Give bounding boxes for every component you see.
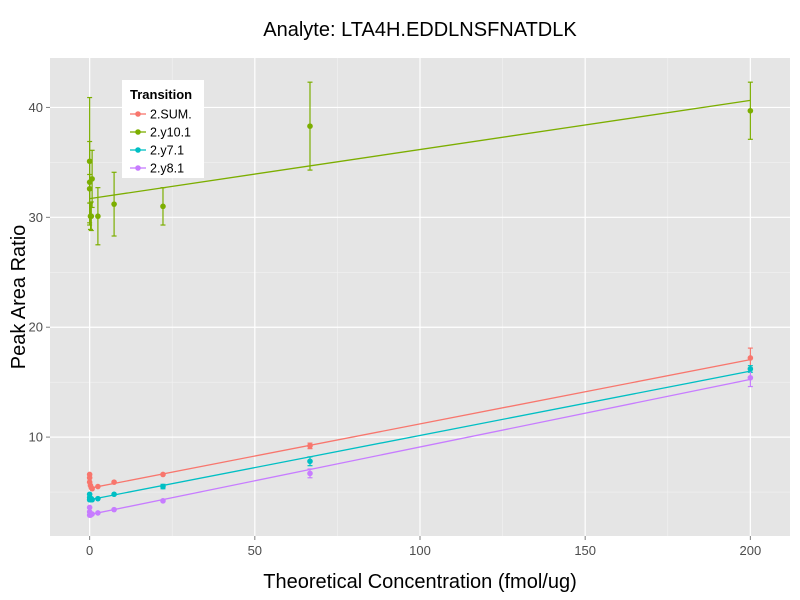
y-tick-label: 40 bbox=[29, 100, 43, 115]
legend-key-point bbox=[135, 111, 141, 117]
legend-items: 2.SUM. 2.y10.1 2.y7.1 2.y8.1 bbox=[130, 108, 192, 176]
y-tick-label: 10 bbox=[29, 430, 43, 445]
data-point bbox=[111, 491, 117, 498]
y-axis-ticks: 10 20 30 40 bbox=[29, 100, 50, 445]
data-points bbox=[86, 107, 754, 518]
data-point bbox=[95, 213, 101, 220]
legend-key-point bbox=[135, 129, 141, 135]
legend-key-point bbox=[135, 147, 141, 153]
data-point bbox=[89, 485, 95, 492]
legend: Transition 2.SUM. 2.y10.1 2.y7.1 2.y8.1 bbox=[122, 80, 204, 178]
legend-label: 2.y7.1 bbox=[150, 144, 184, 158]
legend-box bbox=[122, 80, 204, 178]
data-point bbox=[307, 458, 313, 465]
data-point bbox=[86, 504, 93, 511]
x-tick-label: 100 bbox=[409, 543, 431, 558]
y-tick-label: 30 bbox=[29, 210, 43, 225]
x-tick-label: 200 bbox=[740, 543, 762, 558]
chart-title: Analyte: LTA4H.EDDLNSFNATDLK bbox=[263, 19, 577, 41]
data-point bbox=[95, 510, 101, 516]
fit-lines bbox=[89, 99, 751, 516]
data-point bbox=[160, 203, 166, 210]
y-axis-label: Peak Area Ratio bbox=[8, 225, 30, 370]
x-tick-label: 50 bbox=[248, 543, 262, 558]
data-point bbox=[111, 479, 117, 485]
data-point bbox=[111, 201, 117, 207]
data-point bbox=[160, 483, 166, 490]
data-point bbox=[747, 107, 754, 114]
data-point bbox=[95, 495, 101, 502]
fit-line bbox=[89, 99, 751, 200]
legend-label: 2.y8.1 bbox=[150, 162, 184, 176]
legend-label: 2.SUM. bbox=[150, 108, 192, 122]
data-point bbox=[86, 185, 93, 192]
data-point bbox=[747, 374, 754, 381]
data-point bbox=[747, 355, 754, 361]
x-tick-label: 0 bbox=[86, 543, 93, 558]
data-point bbox=[307, 443, 313, 449]
data-point bbox=[89, 176, 95, 182]
fit-line bbox=[89, 370, 751, 501]
data-point bbox=[89, 511, 95, 517]
data-point bbox=[160, 498, 166, 504]
legend-title: Transition bbox=[130, 87, 192, 102]
y-tick-label: 20 bbox=[29, 320, 43, 335]
legend-key-point bbox=[135, 165, 141, 171]
data-point bbox=[160, 471, 166, 478]
data-point bbox=[86, 158, 93, 165]
data-point bbox=[111, 506, 117, 513]
data-point bbox=[307, 123, 313, 129]
data-point bbox=[747, 366, 754, 372]
data-point bbox=[89, 496, 95, 503]
data-point bbox=[88, 213, 95, 220]
x-axis-label: Theoretical Concentration (fmol/ug) bbox=[263, 571, 576, 593]
fit-line bbox=[89, 358, 751, 489]
fit-line bbox=[89, 378, 751, 516]
data-point bbox=[86, 474, 93, 481]
x-tick-label: 150 bbox=[574, 543, 596, 558]
data-point bbox=[307, 470, 313, 477]
legend-label: 2.y10.1 bbox=[150, 126, 191, 140]
x-axis-ticks: 0 50 100 150 200 bbox=[86, 536, 761, 558]
data-point bbox=[95, 483, 101, 490]
